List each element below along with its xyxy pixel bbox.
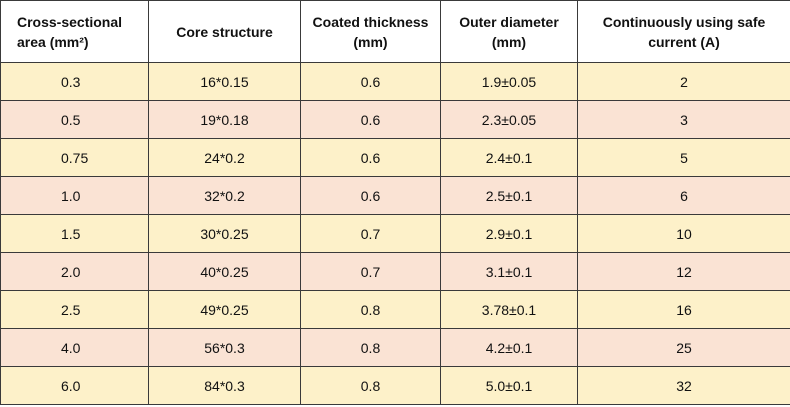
table-cell: 16*0.15 — [148, 62, 301, 101]
table-cell: 30*0.25 — [148, 214, 301, 253]
header-cell: Core structure — [148, 0, 301, 63]
table-cell: 0.5 — [0, 100, 149, 139]
header-cell: Coated thickness (mm) — [300, 0, 441, 63]
table-cell: 32 — [577, 366, 790, 405]
table-cell: 10 — [577, 214, 790, 253]
table-cell: 4.2±0.1 — [440, 328, 578, 367]
table-row: 4.0 56*0.3 0.8 4.2±0.1 25 — [0, 328, 790, 367]
table-cell: 3 — [577, 100, 790, 139]
table-cell: 12 — [577, 252, 790, 291]
table-row: 6.0 84*0.3 0.8 5.0±0.1 32 — [0, 366, 790, 405]
table-cell: 4.0 — [0, 328, 149, 367]
table-cell: 0.8 — [300, 290, 441, 329]
table-cell: 6.0 — [0, 366, 149, 405]
table-cell: 0.6 — [300, 176, 441, 215]
table-cell: 19*0.18 — [148, 100, 301, 139]
table-cell: 5 — [577, 138, 790, 177]
table-cell: 0.6 — [300, 138, 441, 177]
table-cell: 2.3±0.05 — [440, 100, 578, 139]
table-row: 1.5 30*0.25 0.7 2.9±0.1 10 — [0, 214, 790, 253]
table-row: 1.0 32*0.2 0.6 2.5±0.1 6 — [0, 176, 790, 215]
table-row: 0.3 16*0.15 0.6 1.9±0.05 2 — [0, 62, 790, 101]
table-cell: 2.5 — [0, 290, 149, 329]
table-cell: 3.1±0.1 — [440, 252, 578, 291]
table-cell: 56*0.3 — [148, 328, 301, 367]
table-cell: 2.0 — [0, 252, 149, 291]
table-cell: 0.75 — [0, 138, 149, 177]
table-cell: 2.4±0.1 — [440, 138, 578, 177]
table-row: 2.0 40*0.25 0.7 3.1±0.1 12 — [0, 252, 790, 291]
header-cell: Outer diameter (mm) — [440, 0, 578, 63]
table-cell: 2.5±0.1 — [440, 176, 578, 215]
table-cell: 1.0 — [0, 176, 149, 215]
header-row: Cross-sectional area (mm²) Core structure… — [0, 0, 790, 63]
table-cell: 32*0.2 — [148, 176, 301, 215]
table-cell: 1.9±0.05 — [440, 62, 578, 101]
table-cell: 24*0.2 — [148, 138, 301, 177]
table-cell: 0.7 — [300, 252, 441, 291]
table-row: 0.75 24*0.2 0.6 2.4±0.1 5 — [0, 138, 790, 177]
table-cell: 49*0.25 — [148, 290, 301, 329]
table-cell: 0.8 — [300, 328, 441, 367]
table-cell: 0.6 — [300, 62, 441, 101]
table-cell: 25 — [577, 328, 790, 367]
table-cell: 0.6 — [300, 100, 441, 139]
table-body: 0.3 16*0.15 0.6 1.9±0.05 2 0.5 19*0.18 0.6 2.3±0… — [0, 62, 790, 405]
table-row: 2.5 49*0.25 0.8 3.78±0.1 16 — [0, 290, 790, 329]
header-cell: Cross-sectional area (mm²) — [0, 0, 149, 63]
table-cell: 84*0.3 — [148, 366, 301, 405]
table-cell: 6 — [577, 176, 790, 215]
table-cell: 2.9±0.1 — [440, 214, 578, 253]
table-header: Cross-sectional area (mm²) Core structure… — [0, 0, 790, 63]
table-cell: 2 — [577, 62, 790, 101]
table-cell: 40*0.25 — [148, 252, 301, 291]
table-cell: 0.7 — [300, 214, 441, 253]
table-cell: 1.5 — [0, 214, 149, 253]
table-cell: 3.78±0.1 — [440, 290, 578, 329]
table-cell: 5.0±0.1 — [440, 366, 578, 405]
table-cell: 0.8 — [300, 366, 441, 405]
table-row: 0.5 19*0.18 0.6 2.3±0.05 3 — [0, 100, 790, 139]
header-cell: Continuously using safe current (A) — [577, 0, 790, 63]
table-cell: 16 — [577, 290, 790, 329]
table-cell: 0.3 — [0, 62, 149, 101]
